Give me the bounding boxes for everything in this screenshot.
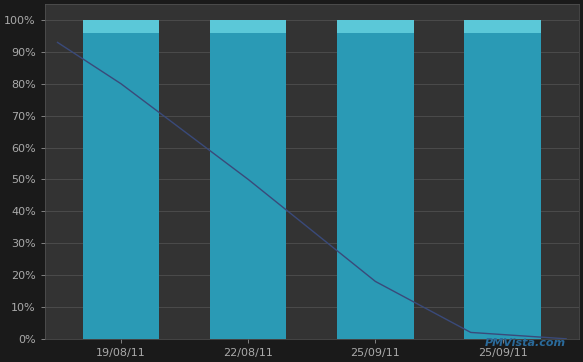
- Bar: [83, 20, 159, 33]
- Bar: [83, 20, 159, 339]
- Text: PMVista.com: PMVista.com: [484, 337, 566, 348]
- Bar: [210, 20, 286, 33]
- Bar: [337, 20, 413, 339]
- Bar: [337, 20, 413, 33]
- Bar: [465, 20, 540, 339]
- Bar: [465, 20, 540, 33]
- Bar: [210, 20, 286, 339]
